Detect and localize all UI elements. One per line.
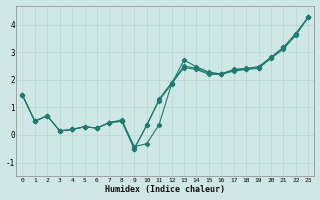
X-axis label: Humidex (Indice chaleur): Humidex (Indice chaleur) — [105, 185, 225, 194]
